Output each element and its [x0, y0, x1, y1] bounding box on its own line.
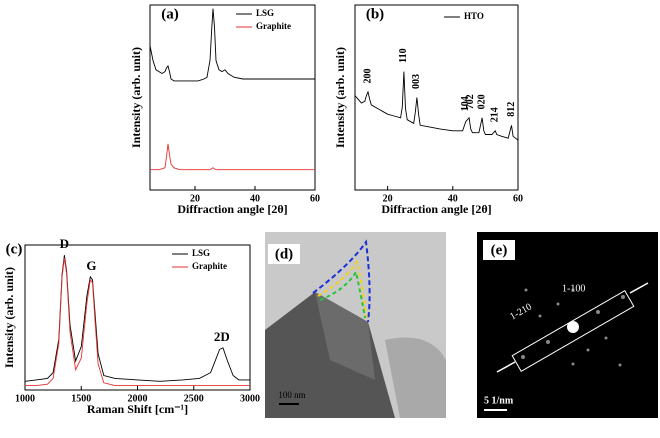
- y-axis-label: Intensity (arb. unit): [2, 267, 16, 368]
- plot-frame: [149, 4, 316, 191]
- outline-yellow: [317, 259, 367, 319]
- x-tick-label: 60: [513, 193, 523, 204]
- peak-label: 110: [398, 48, 409, 62]
- peak-label: 200: [362, 68, 373, 83]
- panel-label: (b): [366, 6, 384, 22]
- series-line: [150, 143, 315, 171]
- x-tick-label: 40: [448, 193, 458, 204]
- peak-label: 003: [411, 74, 422, 89]
- panel-label: (c): [6, 241, 23, 257]
- x-tick-label: 1500: [71, 393, 91, 404]
- label-box: [483, 240, 515, 260]
- legend-label: LSG: [256, 8, 274, 18]
- outline-green: [319, 269, 366, 319]
- x-axis-label: Diffraction angle [2θ]: [381, 202, 491, 216]
- x-tick-label: 2000: [128, 393, 148, 404]
- row-box: [511, 290, 635, 372]
- scale-bar-label: 5 1/nm: [484, 395, 514, 406]
- x-tick-label: 2500: [184, 393, 204, 404]
- x-tick-label: 20: [190, 193, 200, 204]
- panel-label: (e): [491, 242, 508, 258]
- panel-label: (d): [275, 246, 293, 262]
- x-tick-label: 1000: [15, 393, 35, 404]
- series-line: [24, 255, 250, 382]
- flake-right: [385, 337, 446, 418]
- peak-label: 812: [506, 102, 517, 117]
- row-label: 1-100: [562, 283, 585, 294]
- arrow: [629, 282, 649, 294]
- y-axis-label: Intensity (arb. unit): [333, 47, 347, 148]
- panel-label: (a): [161, 6, 179, 22]
- panel-d: (d) 100 nm: [265, 232, 446, 418]
- x-tick-label: 20: [383, 193, 393, 204]
- panel-e: 1-210 1-100 (e) 5 1/nm: [477, 232, 658, 418]
- x-tick-label: 60: [310, 193, 320, 204]
- peak-label: 702: [465, 94, 476, 109]
- label-box: [268, 244, 300, 264]
- x-tick-label: 40: [250, 193, 260, 204]
- legend-label: HTO: [464, 11, 484, 21]
- peak-label: 214: [489, 107, 500, 122]
- x-axis-label: Raman Shift [cm⁻¹]: [87, 402, 188, 416]
- arrow: [496, 361, 516, 373]
- peak-label: G: [86, 258, 96, 273]
- series-line: [149, 8, 315, 82]
- peak-label: 020: [476, 94, 487, 109]
- series-line: [25, 257, 250, 387]
- series-line: [354, 71, 519, 141]
- legend-label: LSG: [192, 248, 210, 258]
- outline-blue: [312, 239, 371, 323]
- legend-label: Graphite: [256, 21, 291, 31]
- plot-frame: [354, 4, 519, 191]
- x-tick-label: 3000: [240, 393, 260, 404]
- flake-region: [315, 292, 375, 380]
- peak-label: 104: [460, 96, 471, 111]
- scale-bar-label: 100 nm: [278, 390, 305, 400]
- peak-label: 2D: [214, 329, 230, 344]
- legend-label: Graphite: [192, 261, 227, 271]
- spots: [521, 288, 625, 367]
- x-axis-label: Diffraction angle [2θ]: [177, 202, 287, 216]
- peak-label: D: [60, 236, 69, 251]
- y-axis-label: Intensity (arb. unit): [129, 47, 143, 148]
